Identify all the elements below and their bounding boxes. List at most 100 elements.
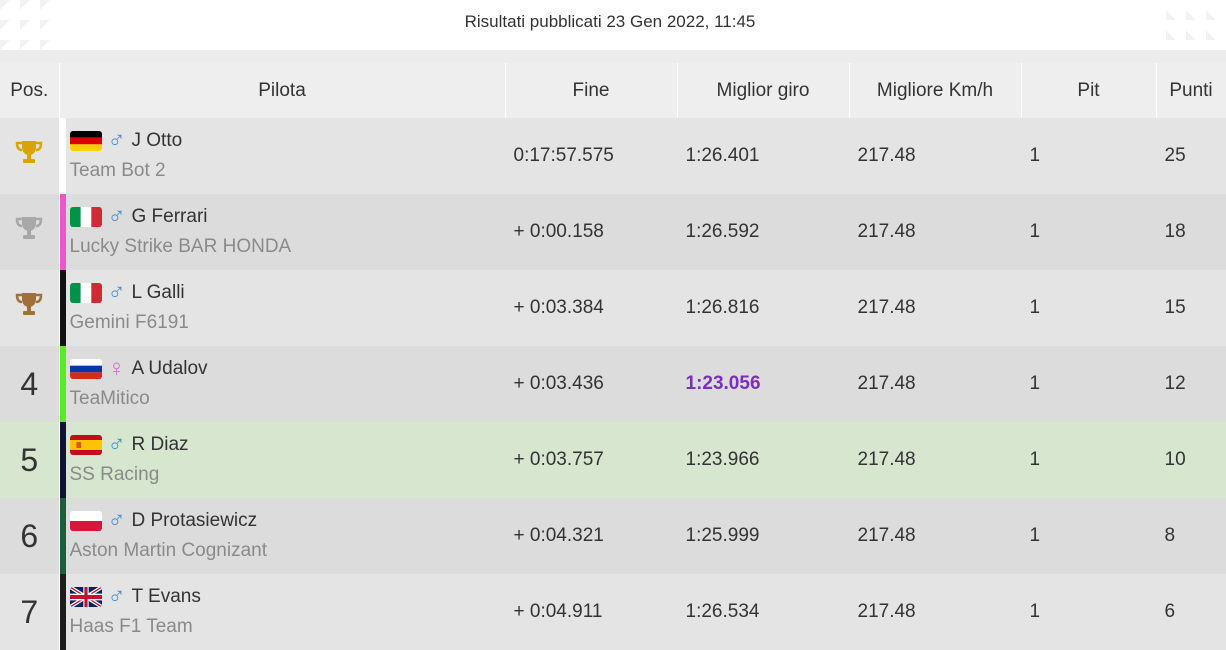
position-number: 4 — [20, 365, 39, 402]
best-kmh: 217.48 — [849, 118, 1021, 194]
best-kmh: 217.48 — [849, 498, 1021, 574]
pit-stops: 1 — [1021, 118, 1156, 194]
pilot-cell: ♂ T Evans Haas F1 Team — [59, 574, 505, 650]
pilot-name[interactable]: T Evans — [131, 586, 201, 607]
points: 8 — [1156, 498, 1226, 574]
male-icon: ♂ — [107, 507, 126, 534]
table-row[interactable]: ♂ L Galli Gemini F6191 + 0:03.384 1:26.816 21… — [0, 270, 1226, 346]
male-icon: ♂ — [107, 279, 126, 306]
pilot-cell: ♀ A Udalov TeaMitico — [59, 346, 505, 422]
column-header-best-lap[interactable]: Miglior giro — [677, 63, 850, 118]
spain-flag-icon — [69, 435, 102, 455]
team-color-bar — [59, 422, 66, 498]
best-kmh: 217.48 — [849, 346, 1021, 422]
best-lap: 1:26.401 — [677, 118, 849, 194]
finish-time: + 0:03.436 — [505, 346, 677, 422]
bronze-trophy-icon — [14, 290, 44, 326]
team-color-bar — [59, 118, 66, 194]
team-color-bar — [59, 574, 66, 650]
best-kmh: 217.48 — [849, 422, 1021, 498]
checkered-flag-decoration-right — [1166, 0, 1226, 50]
team-name: SS Racing — [69, 464, 160, 485]
best-lap: 1:26.592 — [677, 194, 849, 270]
male-icon: ♂ — [107, 127, 126, 154]
team-name: Gemini F6191 — [69, 312, 189, 333]
pilot-name[interactable]: L Galli — [131, 282, 185, 303]
pit-stops: 1 — [1021, 270, 1156, 346]
finish-time: + 0:03.757 — [505, 422, 677, 498]
header-bar: Risultati pubblicati 23 Gen 2022, 11:45 — [0, 0, 1226, 50]
table-row[interactable]: ♂ J Otto Team Bot 2 0:17:57.575 1:26.401 217.… — [0, 118, 1226, 194]
team-name: TeaMitico — [69, 388, 150, 409]
pilot-name[interactable]: R Diaz — [131, 434, 189, 455]
column-header-points[interactable]: Punti — [1156, 63, 1226, 118]
team-name: Aston Martin Cognizant — [69, 540, 268, 561]
pit-stops: 1 — [1021, 346, 1156, 422]
male-icon: ♂ — [107, 431, 126, 458]
best-kmh: 217.48 — [849, 194, 1021, 270]
position-cell — [0, 194, 60, 270]
position-number: 5 — [20, 441, 39, 478]
points: 25 — [1156, 118, 1226, 194]
finish-time: 0:17:57.575 — [505, 118, 677, 194]
male-icon: ♂ — [107, 203, 126, 230]
finish-time: + 0:03.384 — [505, 270, 677, 346]
table-row[interactable]: 5 ♂ R Diaz SS Racing + 0:03.757 1:23.966 217.4… — [0, 422, 1226, 498]
points: 12 — [1156, 346, 1226, 422]
position-cell: 7 — [0, 574, 60, 650]
best-kmh: 217.48 — [849, 574, 1021, 650]
italy-flag-icon — [69, 283, 102, 303]
column-header-pilot[interactable]: Pilota — [59, 63, 506, 118]
pit-stops: 1 — [1021, 574, 1156, 650]
team-color-bar — [59, 346, 66, 422]
best-lap: 1:26.534 — [677, 574, 849, 650]
position-number: 6 — [20, 517, 39, 554]
points: 15 — [1156, 270, 1226, 346]
team-name: Haas F1 Team — [69, 616, 193, 637]
header-separator — [0, 50, 1226, 63]
pilot-cell: ♂ R Diaz SS Racing — [59, 422, 505, 498]
team-name: Lucky Strike BAR HONDA — [69, 236, 292, 257]
silver-trophy-icon — [14, 214, 44, 250]
table-row[interactable]: 6 ♂ D Protasiewicz Aston Martin Cognizant + … — [0, 498, 1226, 574]
finish-time: + 0:04.321 — [505, 498, 677, 574]
results-table: Pos. Pilota Fine Miglior giro Migliore K… — [0, 63, 1226, 650]
table-row[interactable]: 4 ♀ A Udalov TeaMitico + 0:03.436 1:23.056 217… — [0, 346, 1226, 422]
pilot-cell: ♂ D Protasiewicz Aston Martin Cognizant — [59, 498, 505, 574]
pilot-name[interactable]: G Ferrari — [131, 206, 208, 227]
points: 10 — [1156, 422, 1226, 498]
pilot-cell: ♂ J Otto Team Bot 2 — [59, 118, 505, 194]
column-header-finish[interactable]: Fine — [505, 63, 678, 118]
team-color-bar — [59, 270, 66, 346]
position-cell: 5 — [0, 422, 60, 498]
female-icon: ♀ — [107, 355, 126, 382]
uk-flag-icon — [69, 587, 102, 607]
italy-flag-icon — [69, 207, 102, 227]
pilot-cell: ♂ G Ferrari Lucky Strike BAR HONDA — [59, 194, 505, 270]
position-cell — [0, 270, 60, 346]
best-kmh: 217.48 — [849, 270, 1021, 346]
column-header-pit[interactable]: Pit — [1021, 63, 1157, 118]
position-cell — [0, 118, 60, 194]
table-header-row: Pos. Pilota Fine Miglior giro Migliore K… — [0, 63, 1226, 118]
pilot-cell: ♂ L Galli Gemini F6191 — [59, 270, 505, 346]
column-header-pos[interactable]: Pos. — [0, 63, 60, 118]
points: 18 — [1156, 194, 1226, 270]
germany-flag-icon — [69, 131, 102, 151]
best-lap: 1:23.966 — [677, 422, 849, 498]
pilot-name[interactable]: D Protasiewicz — [131, 510, 258, 531]
pit-stops: 1 — [1021, 194, 1156, 270]
position-cell: 6 — [0, 498, 60, 574]
russia-flag-icon — [69, 359, 102, 379]
pit-stops: 1 — [1021, 422, 1156, 498]
best-lap: 1:25.999 — [677, 498, 849, 574]
best-lap: 1:23.056 — [677, 346, 849, 422]
table-row[interactable]: 7 ♂ T Evans Haas F1 Team + 0:04.911 1:26.534 2… — [0, 574, 1226, 650]
column-header-best-kmh[interactable]: Migliore Km/h — [849, 63, 1022, 118]
pilot-name[interactable]: J Otto — [131, 130, 183, 151]
team-color-bar — [59, 194, 66, 270]
pilot-name[interactable]: A Udalov — [131, 358, 208, 379]
table-row[interactable]: ♂ G Ferrari Lucky Strike BAR HONDA + 0:00.1… — [0, 194, 1226, 270]
finish-time: + 0:00.158 — [505, 194, 677, 270]
position-number: 7 — [20, 593, 39, 630]
